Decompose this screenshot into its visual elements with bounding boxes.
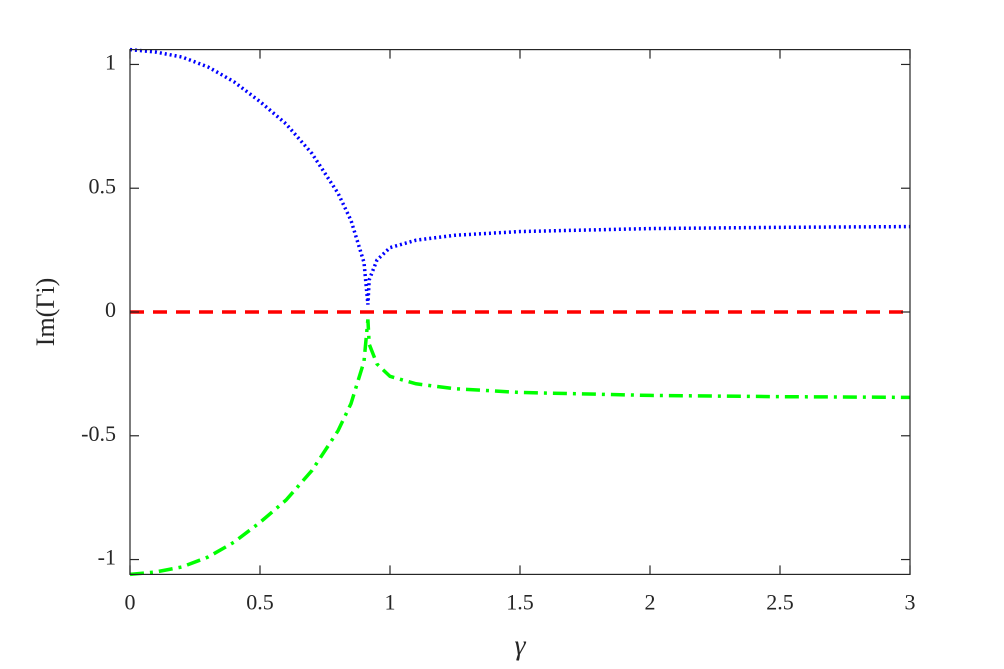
x-tick-label: 2 [645,589,656,614]
y-tick-label: 0.5 [89,173,117,198]
y-tick-label: -1 [98,545,116,570]
y-axis-label: Im(Γi) [31,278,60,346]
y-tick-label: -0.5 [81,421,116,446]
x-tick-label: 1 [385,589,396,614]
y-tick-label: 0 [105,297,116,322]
data-line [129,47,911,305]
x-tick-label: 2.5 [766,589,794,614]
y-tick-label: 1 [105,49,116,74]
x-tick-label: 0 [125,589,136,614]
x-tick-label: 1.5 [506,589,534,614]
x-tick-label: 0.5 [246,589,274,614]
x-axis-label: γ [514,630,526,661]
x-tick-label: 3 [905,589,916,614]
data-line [129,319,911,577]
